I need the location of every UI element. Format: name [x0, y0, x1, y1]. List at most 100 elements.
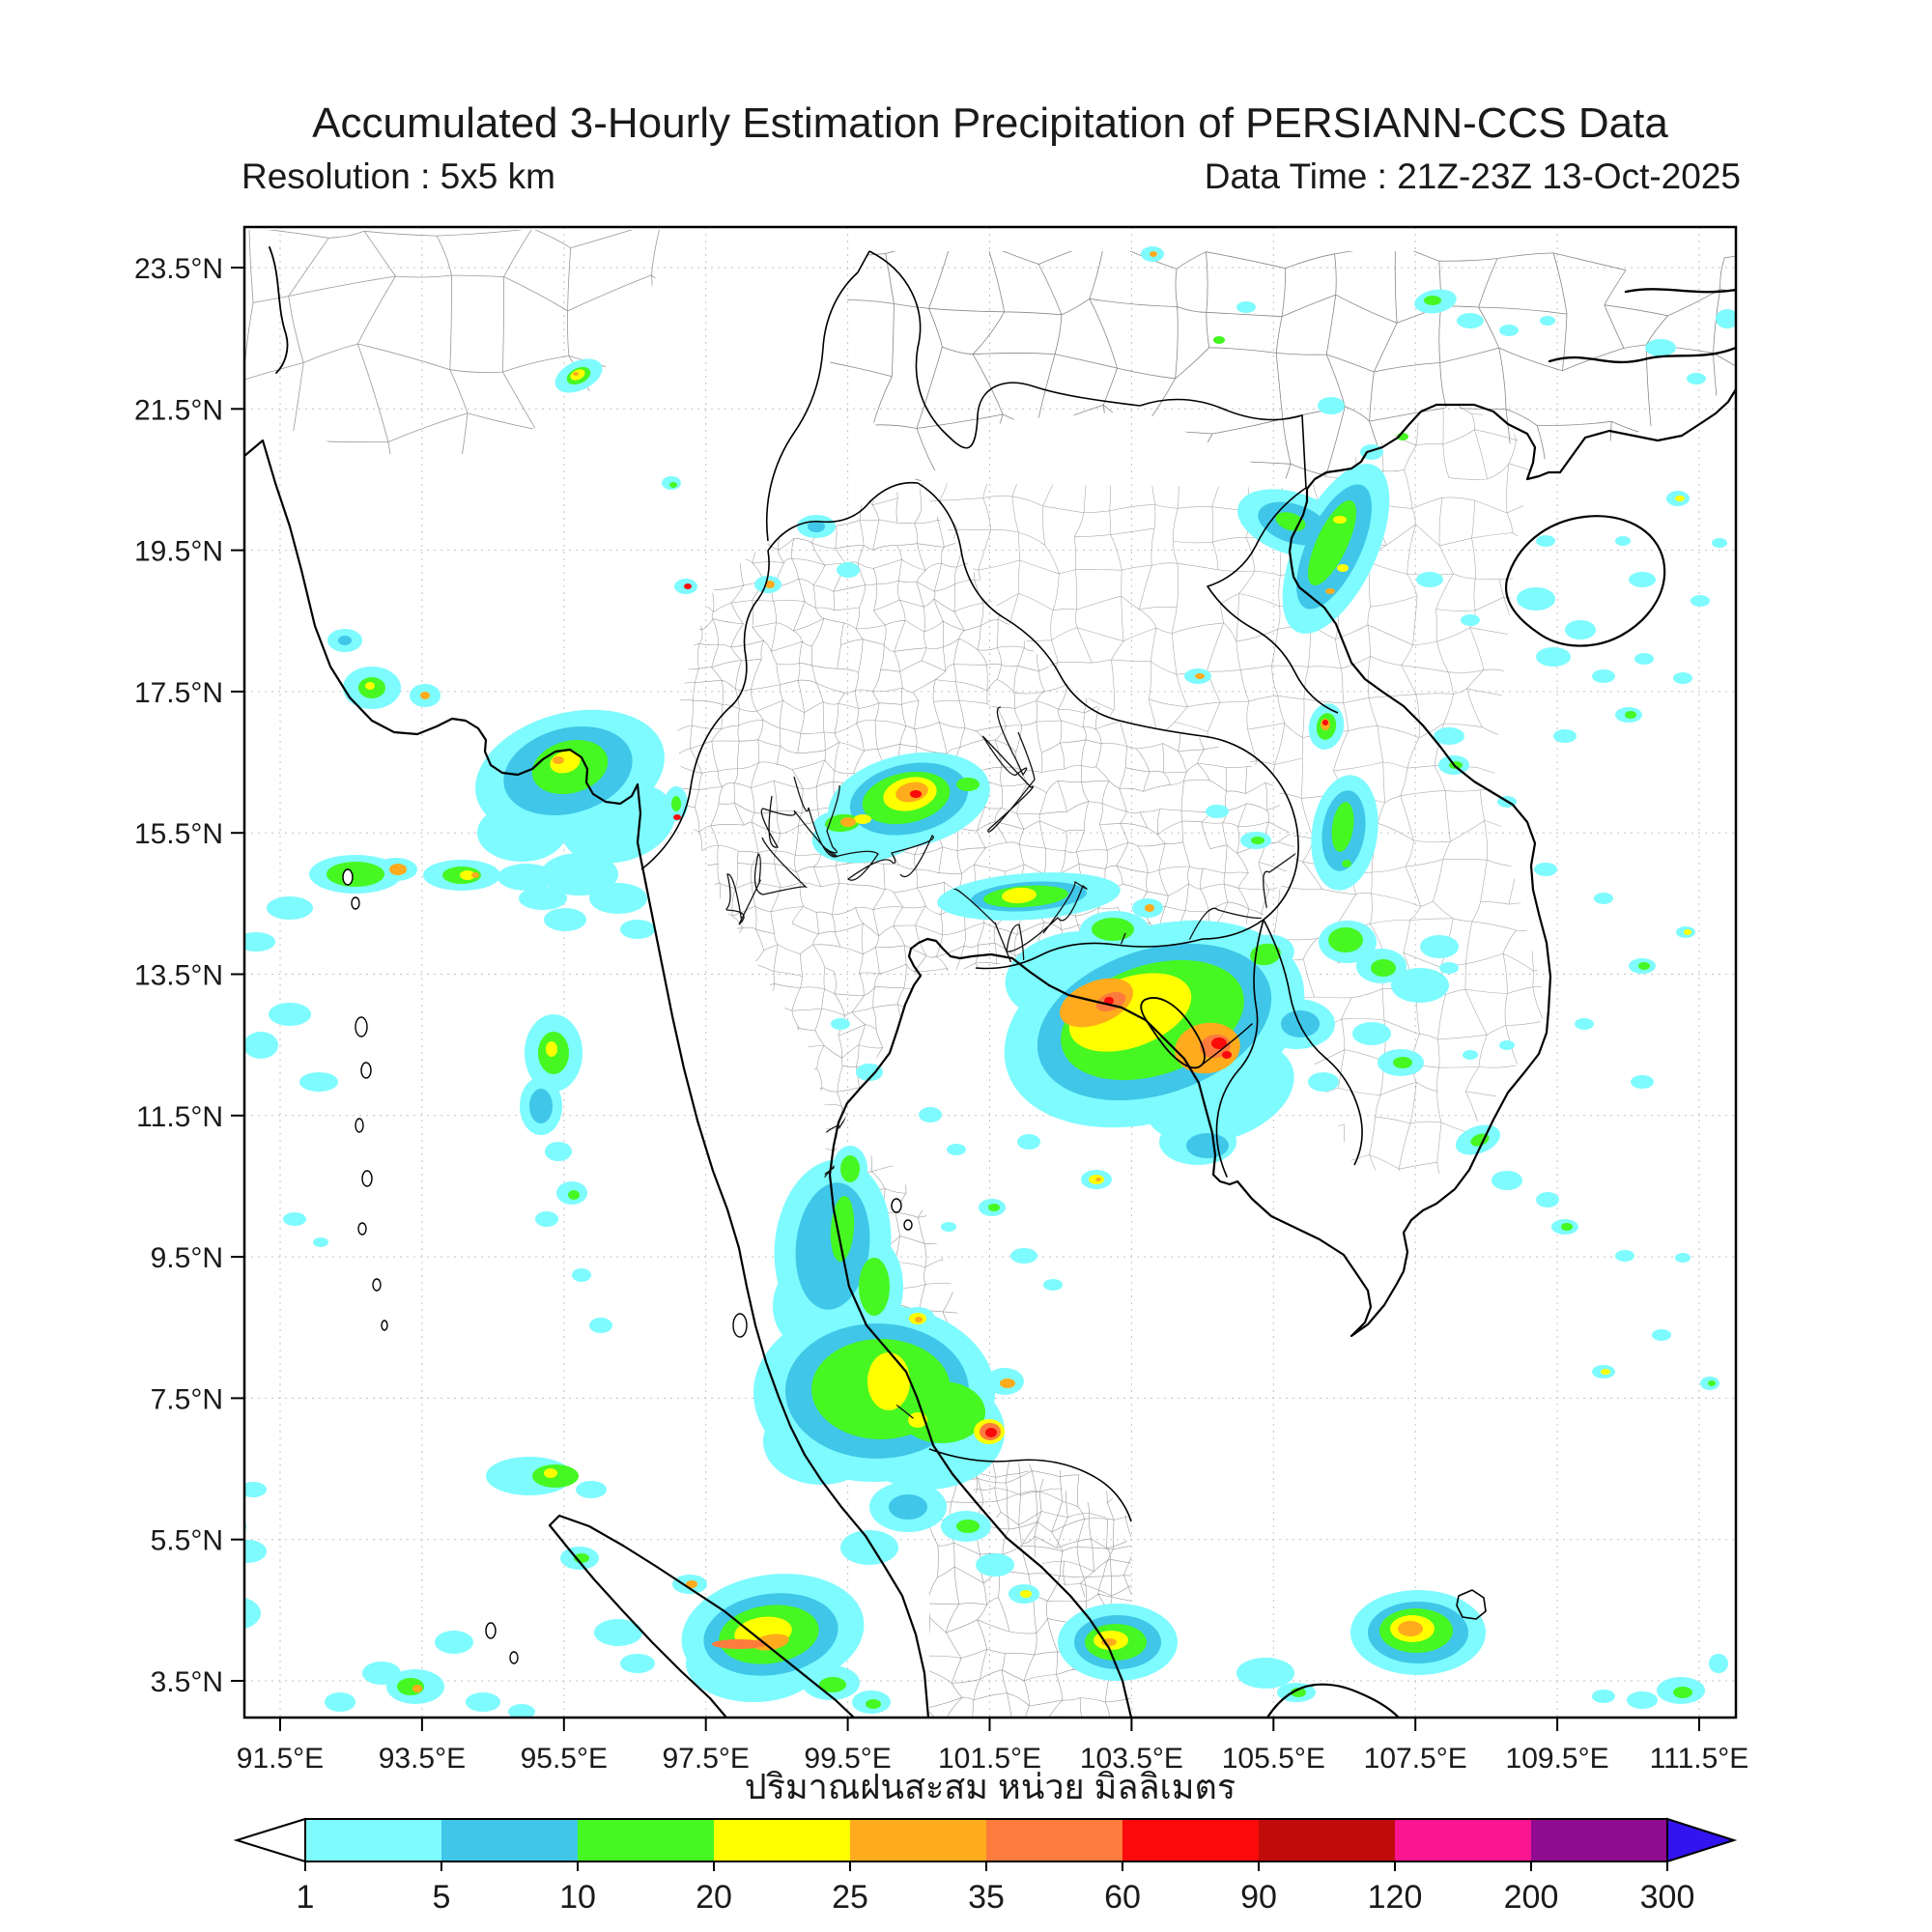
precip-cell: [529, 1089, 553, 1123]
precip-cell: [1631, 1075, 1654, 1089]
precip-cell: [1712, 538, 1727, 548]
colorbar-segment: [441, 1819, 578, 1861]
precip-cell: [1536, 1192, 1559, 1208]
colorbar-segment: [714, 1819, 850, 1861]
coast-sumatra: [548, 1514, 856, 1718]
province-group-line: [1186, 1171, 1285, 1263]
precip-cell: [508, 1704, 535, 1718]
precip-cell: [1371, 959, 1396, 977]
precip-cell: [1236, 301, 1256, 313]
admin-mesh-lines: [929, 1449, 1131, 1718]
province-group-line: [676, 1227, 772, 1341]
colorbar-segment: [305, 1819, 441, 1861]
precip-cell: [985, 1428, 997, 1437]
precip-cell: [1592, 669, 1615, 683]
precip-cell: [1687, 373, 1706, 384]
map-area: [172, 230, 1736, 1718]
precip-cell: [684, 583, 692, 589]
precip-cell: [1463, 1050, 1478, 1060]
precip-cell: [988, 1204, 1000, 1211]
precip-cell: [299, 1072, 338, 1092]
precip-cell: [466, 1692, 500, 1712]
y-tick-label: 11.5°N: [136, 1101, 223, 1133]
colorbar-segment: [578, 1819, 714, 1861]
precip-cell: [1499, 325, 1519, 336]
y-tick-label: 3.5°N: [151, 1666, 223, 1698]
x-tick-label: 111.5°E: [1650, 1743, 1749, 1775]
province-group-line: [886, 1178, 1101, 1299]
precip-cell: [712, 1639, 766, 1649]
y-tick-label: 21.5°N: [134, 394, 223, 426]
precip-cell: [568, 1190, 580, 1200]
precip-cell: [1322, 720, 1328, 725]
colorbar-tick-label: 25: [832, 1879, 868, 1916]
precip-cell: [1565, 620, 1596, 639]
precip-cell: [947, 1144, 966, 1155]
precip-cell: [1308, 1072, 1339, 1092]
precip-cell: [244, 1032, 278, 1059]
precip-cell: [1150, 251, 1157, 257]
precip-cell: [1020, 1590, 1032, 1598]
precip-cell: [576, 1481, 607, 1498]
mekong-river: [1215, 919, 1264, 1178]
precip-cell: [477, 804, 566, 862]
precip-cell: [1461, 614, 1480, 626]
precip-cell: [420, 692, 430, 699]
precip-cell: [1104, 997, 1114, 1005]
precip-cell: [594, 1619, 642, 1646]
precip-cell: [1186, 1133, 1229, 1158]
precip-cell: [1342, 860, 1351, 867]
precip-cell: [1000, 1378, 1015, 1388]
graticule-gridlines: [244, 227, 1736, 1718]
coast-borneo-sarawak: [1265, 1683, 1401, 1718]
precip-cell: [1708, 1380, 1716, 1386]
precip-cell: [224, 1606, 243, 1620]
admin-mesh-lines: [244, 230, 676, 454]
precip-cell: [840, 1530, 898, 1565]
precip-cell: [546, 1041, 557, 1057]
unit-label-thai: ปริมาณฝนสะสม หน่วย มิลลิเมตร: [745, 1767, 1236, 1806]
precip-cell: [1709, 1654, 1728, 1673]
precip-cell: [1536, 647, 1571, 667]
precip-cell: [1352, 1022, 1391, 1045]
coast-myanmar-peninsula-west: [244, 439, 930, 1718]
precip-cell: [1615, 1250, 1634, 1262]
colorbar-segment: [850, 1819, 986, 1861]
precip-cell: [1002, 887, 1037, 904]
precip-cell: [589, 883, 647, 914]
precip-cell: [1615, 536, 1631, 546]
precip-cell: [338, 636, 352, 645]
precip-cell: [765, 581, 775, 588]
precip-cell: [1318, 397, 1345, 414]
coastlines: [244, 246, 1736, 1718]
x-tick-label: 101.5°E: [938, 1743, 1041, 1775]
colorbar-tick-label: 60: [1104, 1879, 1141, 1916]
precip-cell: [831, 1018, 850, 1030]
precip-cell: [919, 1107, 942, 1122]
precip-cell: [283, 1212, 306, 1226]
colorbar-segment: [1395, 1819, 1531, 1861]
y-tick-label: 7.5°N: [151, 1383, 223, 1415]
precip-cell: [673, 814, 681, 820]
precip-cell: [313, 1237, 328, 1247]
y-tick-label: 19.5°N: [134, 536, 223, 568]
colorbar-segment: [986, 1819, 1122, 1861]
precip-cell: [267, 896, 313, 920]
precip-cell: [1629, 572, 1656, 587]
precip-cell: [1213, 336, 1225, 344]
precip-cell: [1673, 1687, 1692, 1698]
x-tick-label: 109.5°E: [1506, 1743, 1609, 1775]
precip-cell: [866, 1699, 881, 1709]
precip-cell: [620, 920, 655, 939]
precip-cell: [1575, 1018, 1594, 1030]
precip-cell: [365, 682, 375, 690]
precip-cell: [1420, 935, 1459, 958]
precip-cell: [183, 1644, 213, 1663]
colorbar-tick-label: 90: [1240, 1879, 1277, 1916]
precip-cell: [1675, 496, 1685, 501]
precip-cell: [412, 1685, 422, 1692]
precip-cell: [172, 1462, 214, 1485]
precip-cell: [915, 1317, 923, 1322]
precip-cell: [859, 1258, 890, 1316]
colorbar-under-arrow: [233, 1817, 306, 1863]
